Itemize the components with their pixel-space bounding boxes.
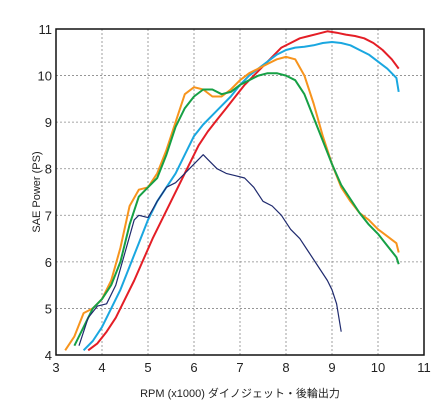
- x-tick-label: 7: [236, 360, 243, 375]
- series-lines: [64, 30, 400, 352]
- series-line-4: [73, 72, 400, 347]
- y-tick-label: 10: [38, 69, 52, 84]
- x-axis-ticks: 3 4 5 6 7 8 9 10 11: [52, 360, 430, 375]
- series-line-1: [87, 30, 400, 352]
- x-tick-label: 8: [282, 360, 289, 375]
- y-tick-label: 5: [45, 301, 52, 316]
- x-tick-label: 10: [371, 360, 385, 375]
- y-axis-label: SAE Power (PS): [31, 151, 43, 232]
- y-tick-label: 6: [45, 255, 52, 270]
- x-axis-label: RPM (x1000) ダイノジェット・後輪出力: [140, 386, 340, 400]
- y-tick-label: 9: [45, 115, 52, 130]
- x-tick-label: 3: [52, 360, 59, 375]
- x-tick-label: 4: [98, 360, 105, 375]
- y-tick-label: 11: [39, 22, 53, 37]
- x-tick-label: 6: [190, 360, 197, 375]
- y-tick-label: 7: [45, 208, 52, 223]
- y-axis-ticks: 4 5 6 7 8 9 10 11: [38, 22, 52, 363]
- y-tick-label: 8: [45, 162, 52, 177]
- plot-border: [55, 28, 425, 356]
- y-tick-label: 4: [45, 348, 52, 363]
- series-line-2: [82, 41, 400, 352]
- series-line-5: [78, 154, 342, 346]
- x-tick-label: 11: [417, 360, 431, 375]
- plot-background: [56, 29, 424, 355]
- series-line-3: [64, 55, 400, 351]
- x-tick-label: 9: [328, 360, 335, 375]
- x-tick-label: 5: [144, 360, 151, 375]
